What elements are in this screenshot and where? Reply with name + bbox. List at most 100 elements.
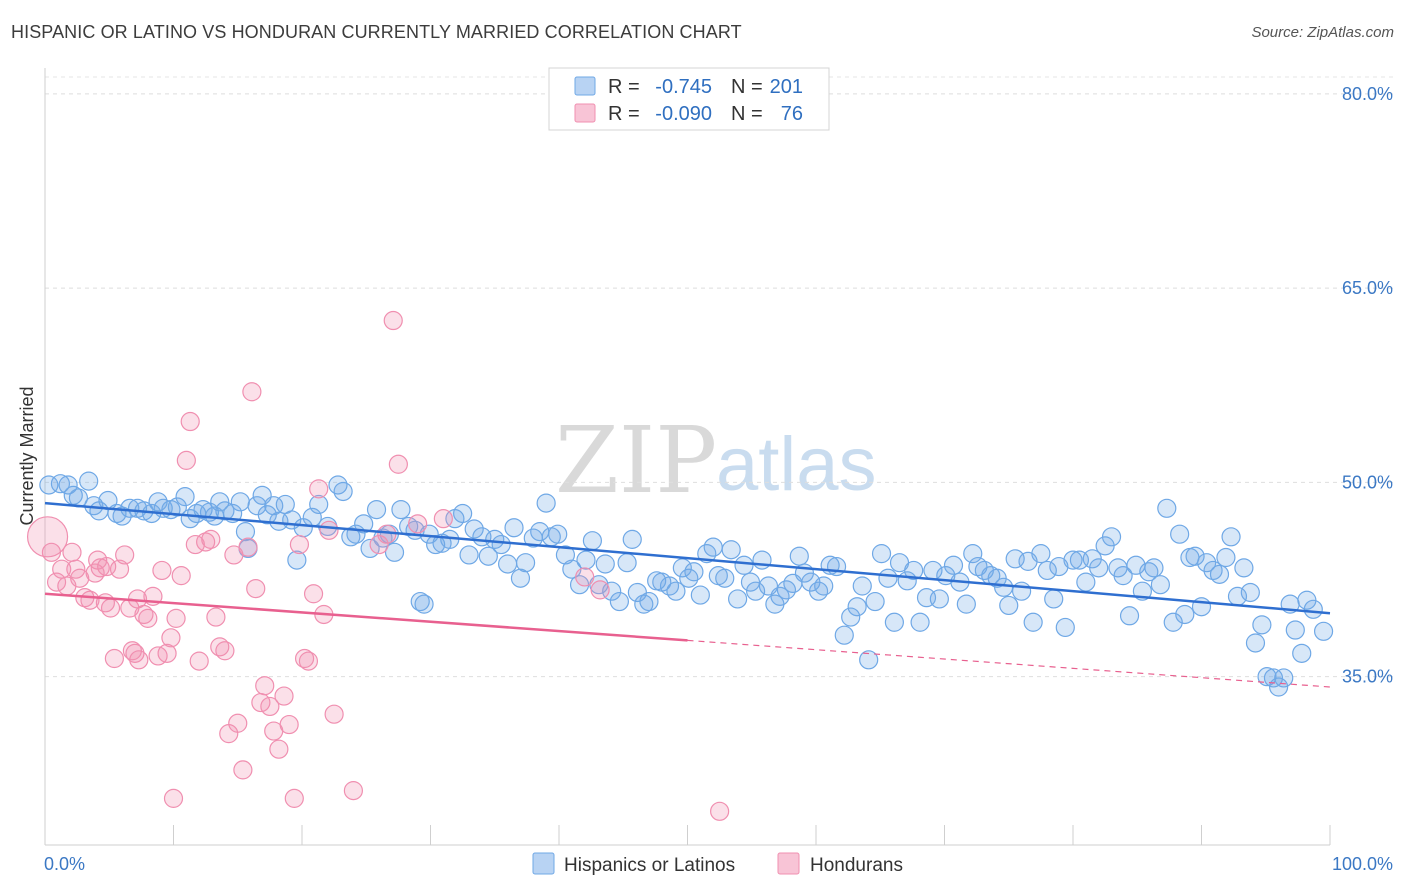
honduran-point: [104, 648, 124, 669]
honduran-point: [157, 643, 177, 663]
hispanic-point: [929, 589, 949, 609]
honduran-point: [161, 628, 181, 648]
chart-title: HISPANIC OR LATINO VS HONDURAN CURRENTLY…: [11, 22, 742, 42]
x-axis-ticks: [44, 825, 1331, 845]
hispanic-point: [1063, 550, 1083, 570]
hispanic-point: [994, 577, 1014, 597]
hispanic-point: [1076, 572, 1096, 592]
hispanic-point: [690, 585, 710, 605]
hispanic-point: [515, 553, 536, 573]
hispanic-point: [235, 522, 256, 542]
hispanic-point: [871, 544, 892, 564]
honduran-point: [590, 580, 610, 600]
honduran-point: [242, 382, 262, 402]
bottom-legend-label-honduran: Hondurans: [810, 855, 903, 876]
legend-n-value-1: 201: [770, 76, 803, 98]
hispanic-point: [1089, 558, 1109, 578]
hispanic-point: [943, 555, 964, 575]
hispanic-point: [878, 568, 898, 588]
hispanic-point: [1023, 612, 1043, 632]
hispanic-point: [1163, 612, 1183, 632]
watermark-atlas-text: atlas: [716, 422, 877, 507]
hispanic-point: [210, 492, 230, 512]
hispanic-point: [287, 550, 307, 570]
hispanic-point: [703, 537, 723, 557]
hispanic-point: [50, 474, 71, 494]
hispanic-point: [595, 554, 615, 574]
honduran-point: [279, 714, 299, 735]
honduran-point: [575, 567, 595, 587]
honduran-point: [100, 598, 121, 618]
hispanic-point: [834, 625, 854, 645]
bottom-legend-swatch-hispanic: [532, 852, 555, 875]
legend-box: [548, 67, 830, 131]
honduran-point: [171, 566, 191, 586]
hispanic-point: [847, 597, 867, 617]
hispanic-point: [746, 581, 766, 601]
honduran-point: [233, 760, 253, 780]
hispanic-point: [666, 581, 686, 601]
honduran-point: [206, 607, 226, 627]
hispanic-point: [789, 546, 809, 566]
hispanic-point: [485, 529, 505, 549]
hispanic-point: [478, 546, 498, 566]
y-tick-label-0: 35.0%: [1342, 667, 1393, 687]
hispanic-point: [391, 499, 411, 520]
honduran-point: [369, 534, 389, 555]
honduran-trend-line: [44, 592, 688, 642]
honduran-point: [388, 454, 408, 474]
hispanic-point: [1101, 527, 1122, 547]
hispanic-point: [740, 572, 761, 592]
legend-r-label-1: R =: [608, 76, 640, 98]
honduran-point: [97, 556, 117, 577]
hispanic-point: [1252, 615, 1272, 635]
hispanic-point: [1240, 582, 1260, 603]
honduran-point: [260, 696, 280, 717]
honduran-point: [298, 651, 319, 671]
honduran-point: [201, 529, 221, 549]
hispanic-point: [498, 554, 518, 574]
honduran-point: [319, 520, 339, 540]
hispanic-trend-line: [44, 501, 1331, 615]
y-tick-label-3: 80.0%: [1342, 84, 1393, 104]
hispanic-point: [555, 545, 576, 565]
legend-n-value-2: 76: [781, 103, 803, 125]
hispanic-point: [1245, 633, 1266, 653]
hispanic-point: [639, 591, 659, 612]
hispanic-point: [852, 576, 872, 596]
scatter-points: [26, 310, 1334, 821]
hispanic-point: [1263, 668, 1284, 688]
y-tick-label-2: 65.0%: [1342, 278, 1393, 298]
hispanic-point: [504, 518, 524, 538]
hispanic-point: [715, 568, 735, 588]
hispanic-point: [58, 475, 78, 495]
honduran-point: [228, 713, 248, 733]
hispanic-point: [1209, 564, 1230, 584]
hispanic-point: [859, 650, 879, 670]
honduran-point: [189, 651, 209, 671]
honduran-point: [246, 578, 266, 599]
hispanic-point: [1313, 621, 1334, 641]
hispanic-point: [230, 492, 250, 512]
hispanic-point: [328, 475, 348, 495]
bottom-legend: Hispanics or Latinos Hondurans: [532, 852, 903, 876]
hispanic-point: [79, 471, 99, 491]
hispanic-point: [1144, 558, 1164, 578]
hispanic-point: [1221, 527, 1241, 547]
legend-r-value-1: -0.745: [655, 76, 712, 98]
legend-r-label-2: R =: [608, 103, 640, 125]
hispanic-point: [679, 568, 699, 588]
honduran-point: [180, 411, 200, 432]
hispanic-point: [1031, 544, 1051, 564]
hispanic-point: [684, 562, 704, 582]
hispanic-point: [414, 594, 434, 614]
honduran-point: [90, 558, 110, 578]
honduran-point: [166, 608, 186, 628]
honduran-point: [343, 781, 363, 801]
honduran-point: [238, 537, 258, 557]
hispanic-point: [956, 594, 976, 614]
legend-r-value-2: -0.090: [655, 103, 712, 125]
honduran-point: [284, 788, 304, 808]
hispanic-point: [309, 494, 329, 515]
